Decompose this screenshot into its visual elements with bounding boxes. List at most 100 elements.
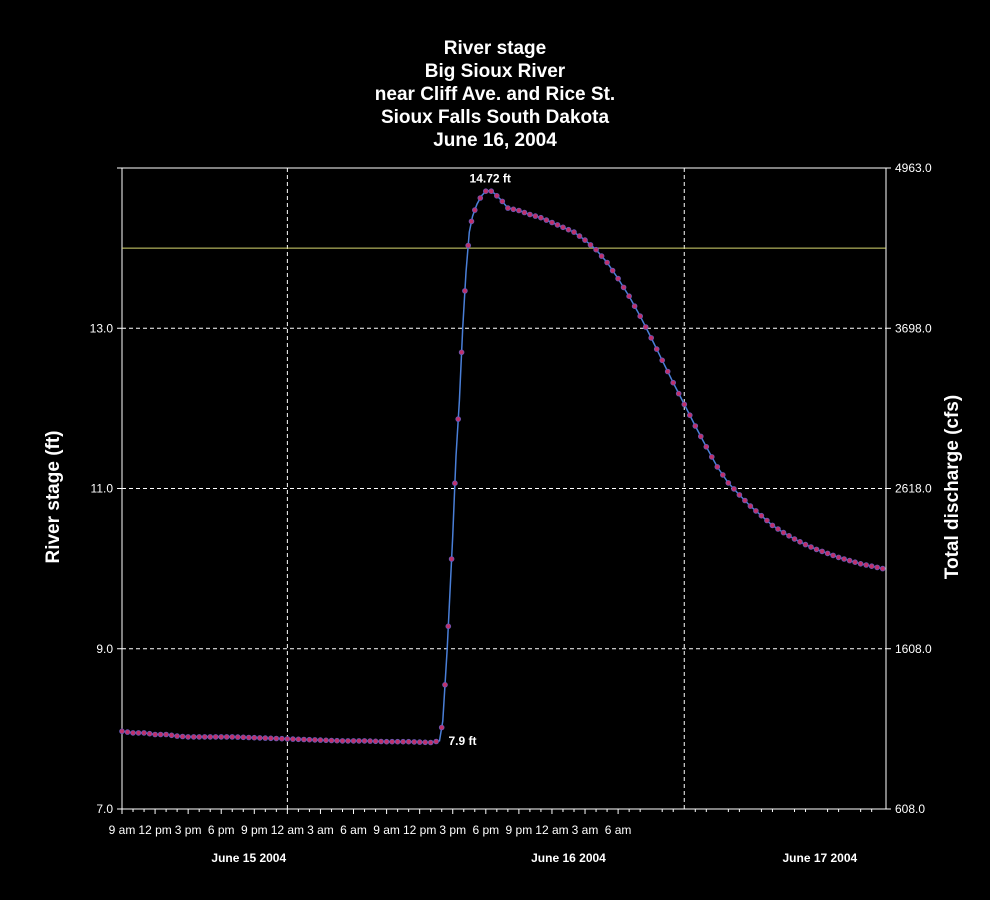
stage-point bbox=[445, 623, 452, 630]
stage-point bbox=[857, 560, 864, 567]
stage-point bbox=[582, 237, 588, 243]
stage-point bbox=[598, 253, 605, 259]
y-right-tick-label: 608.0 bbox=[895, 802, 925, 816]
title-line-1: River stage bbox=[443, 38, 547, 59]
stage-point bbox=[609, 267, 616, 274]
stage-point bbox=[620, 284, 627, 291]
stage-point bbox=[571, 229, 577, 235]
stage-point bbox=[675, 390, 682, 397]
stage-point bbox=[516, 207, 522, 214]
stage-point bbox=[488, 188, 495, 195]
stage-point bbox=[394, 738, 401, 745]
y-right-tick-label: 2618.0 bbox=[895, 482, 932, 496]
stage-point bbox=[565, 226, 572, 233]
title-line-5: June 16, 2004 bbox=[433, 130, 557, 151]
stage-point bbox=[482, 188, 489, 195]
stage-point bbox=[742, 497, 748, 504]
stage-point bbox=[427, 739, 434, 746]
stage-point bbox=[664, 368, 671, 375]
y-right-tick-label: 3698.0 bbox=[895, 321, 932, 335]
stage-point bbox=[819, 548, 825, 555]
stage-point bbox=[207, 734, 214, 740]
stage-point bbox=[736, 492, 743, 498]
y-tick-label: 9.0 bbox=[96, 642, 113, 656]
stage-point bbox=[235, 734, 241, 740]
stage-point bbox=[692, 423, 699, 429]
stage-point bbox=[576, 233, 583, 239]
stage-point bbox=[648, 335, 654, 341]
stage-point bbox=[163, 731, 169, 738]
y-right-tick-label: 1608.0 bbox=[895, 642, 932, 656]
stage-point bbox=[465, 242, 472, 249]
stage-point bbox=[229, 734, 236, 740]
stage-point bbox=[135, 730, 142, 736]
stage-point bbox=[168, 732, 175, 739]
x-tick-label: 6 pm bbox=[472, 823, 499, 837]
stage-point bbox=[769, 522, 776, 529]
stage-point bbox=[780, 529, 787, 536]
stage-point bbox=[560, 224, 566, 231]
stage-point bbox=[267, 735, 274, 742]
stage-point bbox=[179, 733, 186, 740]
stage-point bbox=[808, 544, 814, 550]
x-tick-label: 9 pm bbox=[506, 823, 533, 837]
stage-point bbox=[345, 738, 351, 744]
stage-point bbox=[725, 480, 732, 486]
stage-point bbox=[471, 207, 478, 213]
stage-point bbox=[201, 734, 208, 740]
y-tick-label: 7.0 bbox=[96, 802, 113, 816]
stage-point bbox=[356, 738, 362, 744]
stage-point bbox=[284, 736, 291, 742]
stage-point bbox=[295, 736, 302, 743]
stage-point bbox=[389, 738, 395, 745]
x-tick-label: 6 am bbox=[605, 823, 632, 837]
stage-point bbox=[681, 401, 688, 408]
stage-point bbox=[786, 532, 792, 539]
stage-point bbox=[554, 222, 561, 228]
x-tick-label: 12 am bbox=[535, 823, 568, 837]
stage-point bbox=[505, 205, 511, 211]
stage-point bbox=[367, 738, 373, 744]
y-axis-title-left: River stage (ft) bbox=[43, 430, 64, 563]
stage-point bbox=[174, 733, 180, 739]
stage-point bbox=[323, 737, 329, 744]
stage-point bbox=[256, 735, 263, 741]
title-line-4: Sioux Falls South Dakota bbox=[380, 107, 610, 128]
stage-point bbox=[119, 728, 125, 735]
stage-point bbox=[753, 508, 759, 514]
stage-point bbox=[604, 259, 610, 266]
stage-point bbox=[637, 313, 643, 320]
stage-point bbox=[510, 206, 517, 213]
stage-point bbox=[813, 546, 820, 553]
stage-point bbox=[273, 735, 280, 742]
stage-point bbox=[433, 738, 440, 745]
stage-point bbox=[863, 562, 869, 568]
stage-point bbox=[670, 379, 676, 386]
stage-point bbox=[868, 563, 875, 569]
stage-point bbox=[223, 734, 230, 740]
stage-point bbox=[731, 486, 737, 492]
x-tick-label: 9 pm bbox=[241, 823, 268, 837]
stage-point bbox=[797, 538, 803, 545]
stage-point bbox=[499, 198, 506, 205]
stage-point bbox=[458, 349, 465, 356]
stage-point bbox=[212, 734, 219, 740]
stage-point bbox=[697, 433, 704, 440]
y-tick-label: 11.0 bbox=[91, 482, 114, 496]
stage-point bbox=[141, 730, 147, 736]
stage-point bbox=[383, 738, 390, 745]
title-line-3: near Cliff Ave. and Rice St. bbox=[374, 84, 616, 105]
stage-point bbox=[262, 735, 269, 741]
stage-point bbox=[240, 734, 247, 741]
stage-point bbox=[532, 213, 539, 219]
date-label: June 15 2004 bbox=[211, 851, 286, 865]
stage-point bbox=[196, 734, 203, 740]
x-tick-label: 6 am bbox=[340, 823, 367, 837]
stage-point bbox=[631, 303, 638, 310]
stage-point bbox=[157, 731, 164, 738]
stage-point bbox=[493, 193, 500, 199]
stage-point bbox=[400, 738, 406, 745]
stage-point bbox=[852, 559, 858, 565]
date-label: June 17 2004 bbox=[782, 851, 857, 865]
